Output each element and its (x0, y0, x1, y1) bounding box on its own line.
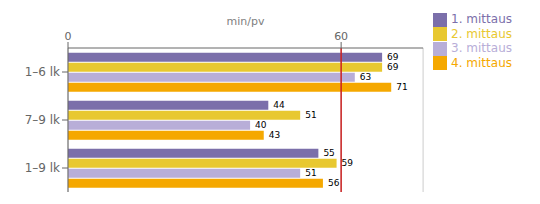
svg-text:40: 40 (255, 120, 267, 130)
svg-text:43: 43 (269, 130, 280, 140)
svg-text:69: 69 (387, 62, 399, 72)
svg-text:59: 59 (342, 158, 354, 168)
svg-text:min/pv: min/pv (227, 15, 265, 28)
svg-text:51: 51 (305, 168, 316, 178)
svg-text:0: 0 (65, 30, 72, 43)
svg-text:44: 44 (273, 100, 285, 110)
html-text:1. mittaus: 1. mittaus (451, 12, 512, 26)
svg-text:1–9 lk: 1–9 lk (25, 161, 60, 175)
svg-text:51: 51 (305, 110, 316, 120)
svg-text:63: 63 (360, 72, 371, 82)
svg-text:71: 71 (396, 82, 407, 92)
svg-text:69: 69 (387, 52, 399, 62)
svg-text:1–6 lk: 1–6 lk (25, 65, 60, 79)
svg-text:56: 56 (328, 178, 340, 188)
svg-text:55: 55 (323, 148, 334, 158)
svg-text:7–9 lk: 7–9 lk (25, 113, 60, 127)
html-text:3. mittaus: 3. mittaus (451, 41, 512, 55)
html-text:4. mittaus: 4. mittaus (451, 55, 512, 70)
svg-text:60: 60 (334, 30, 348, 43)
html-text:2. mittaus: 2. mittaus (451, 26, 512, 41)
